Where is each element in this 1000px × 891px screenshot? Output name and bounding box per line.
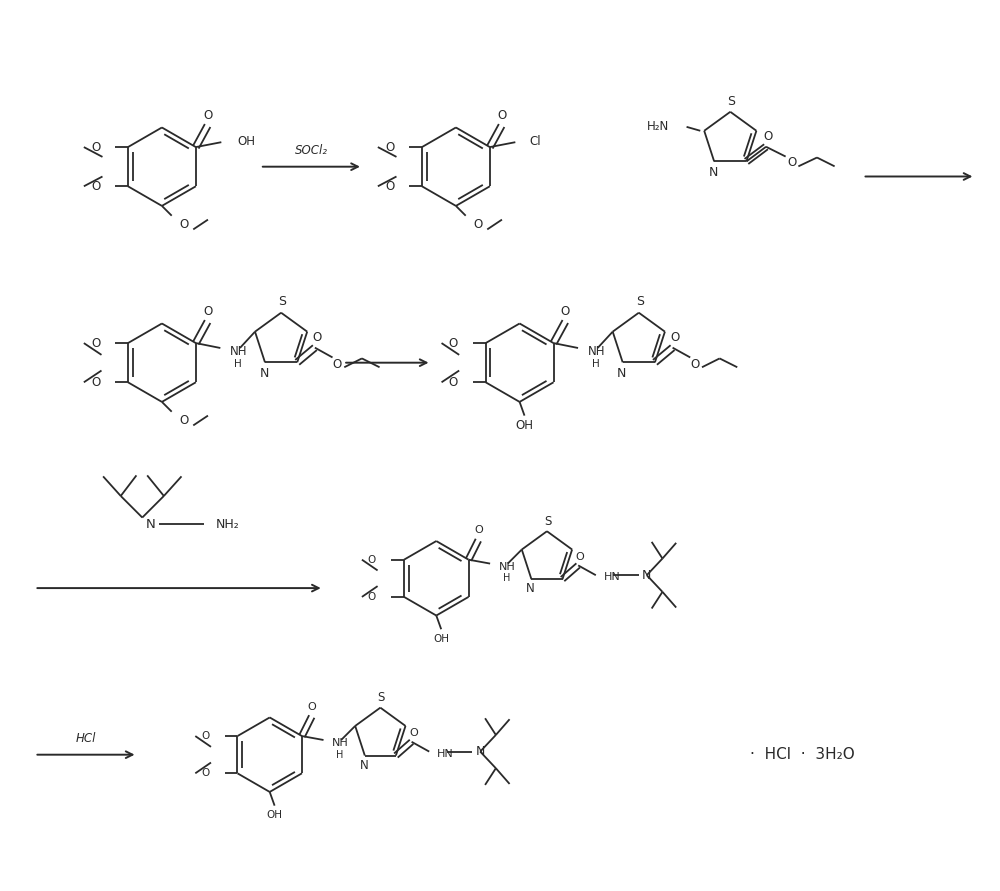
Text: NH: NH — [588, 346, 605, 358]
Text: NH: NH — [332, 738, 349, 748]
Text: NH: NH — [499, 561, 516, 571]
Text: N: N — [709, 166, 718, 179]
Text: OH: OH — [516, 419, 534, 432]
Text: HN: HN — [604, 572, 620, 582]
Text: O: O — [333, 358, 342, 371]
Text: Cl: Cl — [529, 135, 541, 148]
Text: H: H — [234, 359, 242, 369]
Text: O: O — [449, 376, 458, 388]
Text: ·  HCl  ·  3H₂O: · HCl · 3H₂O — [750, 748, 855, 762]
Text: HN: HN — [437, 748, 454, 758]
Text: H₂N: H₂N — [647, 120, 669, 134]
Text: NH₂: NH₂ — [216, 518, 239, 531]
Text: O: O — [763, 130, 773, 143]
Text: O: O — [91, 337, 100, 349]
Text: H: H — [503, 573, 510, 584]
Text: S: S — [378, 691, 385, 705]
Text: O: O — [497, 110, 506, 122]
Text: O: O — [91, 141, 100, 153]
Text: N: N — [475, 745, 485, 758]
Text: S: S — [278, 296, 286, 308]
Text: N: N — [526, 583, 535, 595]
Text: O: O — [368, 555, 376, 565]
Text: HCl: HCl — [76, 732, 96, 745]
Text: N: N — [146, 518, 156, 531]
Text: O: O — [561, 306, 570, 318]
Text: O: O — [307, 702, 316, 712]
Text: OH: OH — [237, 135, 255, 148]
Text: SOCl₂: SOCl₂ — [295, 143, 328, 157]
Text: S: S — [544, 515, 552, 528]
Text: O: O — [368, 592, 376, 602]
Text: O: O — [201, 732, 209, 741]
Text: O: O — [91, 376, 100, 388]
Text: N: N — [359, 759, 368, 772]
Text: H: H — [336, 749, 344, 760]
Text: O: O — [409, 728, 418, 738]
Text: O: O — [201, 768, 209, 779]
Text: N: N — [642, 568, 651, 582]
Text: O: O — [203, 110, 212, 122]
Text: S: S — [636, 296, 644, 308]
Text: O: O — [670, 331, 679, 344]
Text: NH: NH — [230, 346, 248, 358]
Text: OH: OH — [433, 634, 449, 644]
Text: N: N — [259, 366, 269, 380]
Text: O: O — [312, 331, 321, 344]
Text: O: O — [787, 156, 796, 169]
Text: O: O — [385, 141, 394, 153]
Text: H: H — [592, 359, 600, 369]
Text: O: O — [474, 526, 483, 535]
Text: N: N — [617, 366, 626, 380]
Text: O: O — [91, 180, 100, 192]
Text: O: O — [576, 552, 585, 561]
Text: O: O — [449, 337, 458, 349]
Text: O: O — [203, 306, 212, 318]
Text: O: O — [180, 218, 189, 231]
Text: O: O — [474, 218, 483, 231]
Text: O: O — [385, 180, 394, 192]
Text: O: O — [690, 358, 700, 371]
Text: OH: OH — [267, 811, 283, 821]
Text: S: S — [727, 94, 735, 108]
Text: O: O — [180, 414, 189, 427]
